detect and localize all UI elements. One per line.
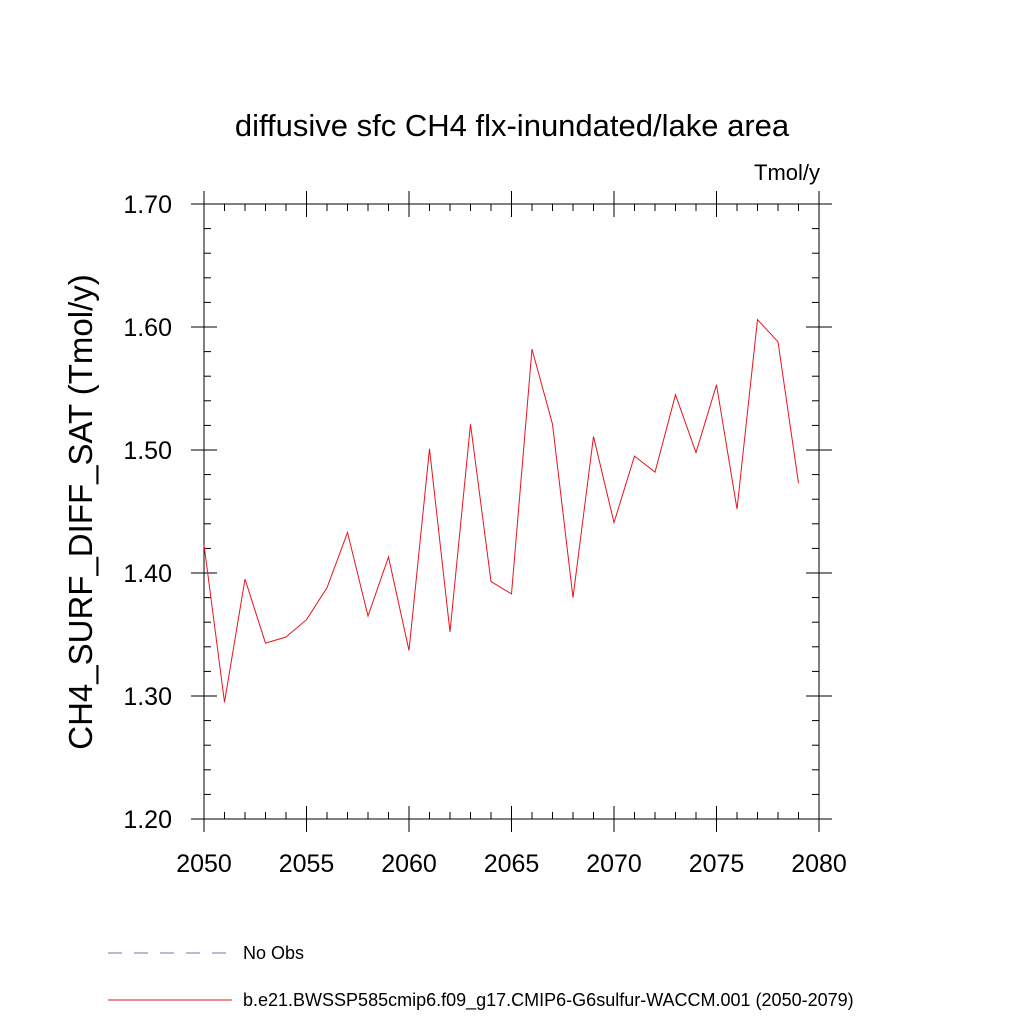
chart-title: diffusive sfc CH4 flx-inundated/lake are… — [235, 108, 790, 143]
legend: No Obs b.e21.BWSSP585cmip6.f09_g17.CMIP6… — [108, 943, 854, 1011]
x-tick-label: 2055 — [279, 850, 335, 878]
x-tick-label: 2060 — [381, 850, 437, 878]
y-tick-label: 1.30 — [123, 683, 172, 711]
axis-tick-labels: 2050 2055 2060 2065 2070 2075 2080 1.20 1.30 1.40… — [123, 191, 846, 878]
plot-frame — [203, 203, 820, 820]
x-tick-label: 2050 — [176, 850, 232, 878]
series-layer — [203, 318, 799, 703]
axis-ticks — [191, 191, 832, 832]
y-tick-label: 1.40 — [123, 560, 172, 588]
series-line — [203, 318, 799, 703]
y-axis-label: CH4_SURF_DIFF_SAT (Tmol/y) — [62, 274, 99, 750]
y-tick-label: 1.70 — [123, 191, 172, 219]
x-tick-label: 2070 — [586, 850, 642, 878]
x-tick-label: 2065 — [484, 850, 540, 878]
x-tick-label: 2075 — [689, 850, 745, 878]
legend-label-model-run: b.e21.BWSSP585cmip6.f09_g17.CMIP6-G6sulf… — [243, 990, 854, 1011]
x-tick-label: 2080 — [791, 850, 847, 878]
y-tick-label: 1.50 — [123, 437, 172, 465]
y-tick-label: 1.60 — [123, 314, 172, 342]
y-tick-label: 1.20 — [123, 806, 172, 834]
units-label: Tmol/y — [754, 160, 820, 185]
legend-label-no-obs: No Obs — [243, 943, 304, 963]
